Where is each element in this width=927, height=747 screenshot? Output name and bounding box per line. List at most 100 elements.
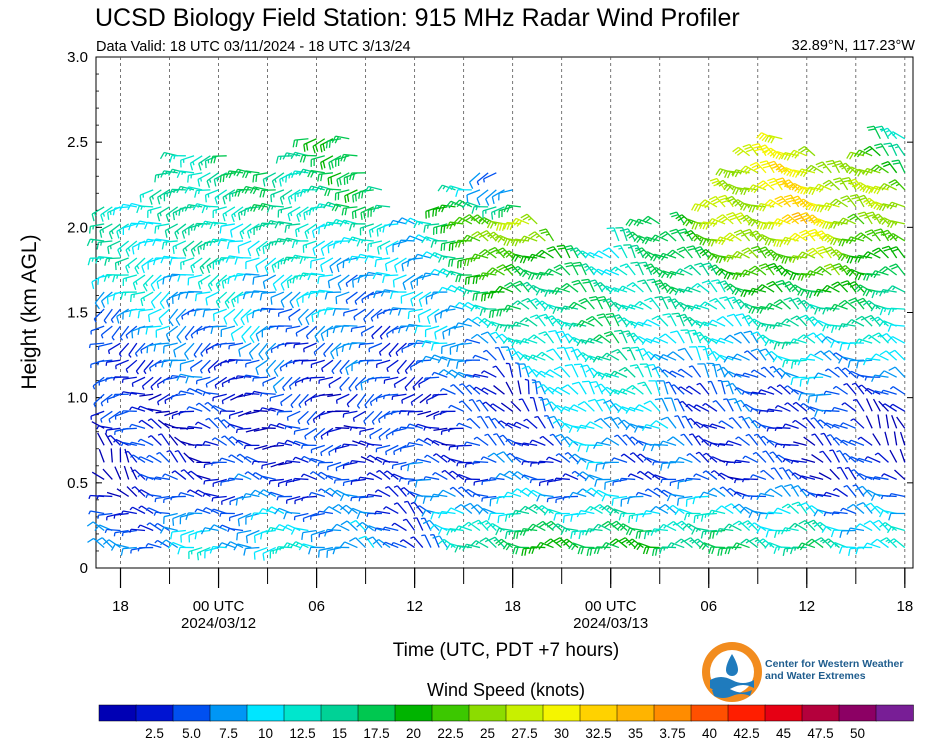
wind-barb-feather (821, 284, 828, 292)
wind-barb-half-feather (513, 442, 516, 447)
wind-barb (98, 240, 113, 244)
wind-barb-feather (807, 395, 810, 404)
wind-barb-half-feather (194, 444, 198, 449)
wind-barb-feather (437, 369, 445, 375)
wind-barb-half-feather (750, 496, 753, 500)
wind-barb (253, 460, 268, 464)
wind-barb-feather (328, 162, 332, 170)
wind-barb-feather (751, 232, 759, 238)
wind-barb (359, 427, 374, 432)
wind-barb-half-feather (784, 402, 788, 406)
wind-barb-feather (554, 288, 560, 296)
wind-barb-feather (295, 229, 298, 238)
wind-barb-half-feather (456, 462, 459, 467)
wind-barb-feather (823, 246, 832, 251)
wind-barb (743, 478, 758, 481)
wind-barb-feather (637, 279, 645, 283)
wind-barb-half-feather (288, 385, 292, 390)
wind-barb (213, 206, 227, 212)
wind-barb-feather (364, 186, 369, 194)
wind-barb-half-feather (618, 247, 623, 250)
wind-barb-half-feather (747, 204, 751, 209)
wind-barb-feather (331, 523, 338, 531)
wind-barb-feather (654, 295, 662, 299)
wind-barb (768, 511, 783, 515)
wind-barb (253, 376, 268, 379)
wind-barb-feather (527, 489, 534, 497)
wind-barb (90, 410, 105, 417)
wind-barb-half-feather (301, 497, 304, 502)
wind-barb-feather (833, 177, 841, 181)
wind-barb-feather (249, 336, 255, 344)
wind-barb (425, 426, 440, 429)
wind-barb-half-feather (200, 353, 204, 357)
wind-barb (466, 338, 481, 344)
wind-barb-feather (633, 218, 639, 226)
wind-barb-half-feather (137, 456, 141, 460)
wind-barb-feather (667, 520, 674, 527)
wind-barb-half-feather (439, 388, 444, 392)
wind-barb-half-feather (695, 528, 699, 533)
wind-barb-feather (501, 223, 506, 231)
wind-barb-feather (762, 165, 771, 169)
wind-barb (174, 436, 187, 446)
wind-barb (613, 227, 620, 242)
wind-barb-feather (691, 203, 696, 211)
wind-barb-feather (464, 236, 471, 243)
wind-barb-feather (584, 421, 591, 428)
wind-barb-half-feather (510, 239, 514, 244)
wind-barb-feather (255, 174, 258, 183)
wind-barb-feather (781, 256, 786, 264)
wind-barb-feather (471, 231, 479, 237)
wind-barb-feather (593, 503, 601, 510)
wind-barb-feather (630, 244, 638, 248)
wind-barb-feather (791, 501, 799, 506)
wind-barb-half-feather (156, 384, 160, 389)
wind-barb-feather (552, 306, 557, 315)
wind-barb-feather (650, 528, 655, 536)
wind-barb-feather (194, 190, 198, 198)
wind-barb-feather (511, 351, 519, 357)
wind-barb (661, 398, 669, 412)
wind-barb-feather (432, 535, 440, 539)
wind-barb-half-feather (733, 491, 737, 496)
wind-barb-feather (430, 512, 434, 520)
wind-barb (229, 342, 244, 347)
wind-barb-feather (726, 296, 735, 300)
wind-barb-half-feather (153, 511, 157, 516)
wind-barb-feather (641, 338, 648, 345)
wind-barb-half-feather (834, 543, 838, 547)
wind-barb-half-feather (688, 318, 693, 322)
wind-barb-half-feather (766, 427, 769, 432)
wind-barb-feather (201, 205, 206, 214)
wind-barb (343, 206, 358, 209)
wind-barb (649, 400, 661, 412)
wind-barb-feather (498, 266, 506, 271)
wind-barb-feather (585, 444, 590, 453)
wind-barb (518, 363, 522, 378)
wind-barb-feather (751, 143, 760, 147)
wind-barb (253, 512, 268, 515)
wind-barb-half-feather (371, 228, 374, 233)
wind-barb (401, 393, 415, 401)
wind-barb-feather (806, 247, 814, 253)
wind-barb-half-feather (741, 391, 745, 396)
wind-barb-feather (421, 272, 426, 281)
wind-barb-feather (473, 216, 481, 222)
wind-barb (508, 363, 514, 378)
wind-barb (410, 393, 424, 403)
wind-barb-feather (322, 143, 326, 152)
wind-barb (103, 308, 113, 321)
wind-barb-feather (708, 546, 712, 555)
wind-barb (378, 469, 391, 480)
wind-barb-half-feather (844, 466, 849, 470)
wind-barb (286, 511, 301, 515)
wind-barb-half-feather (227, 423, 231, 428)
wind-barb-feather (790, 361, 794, 369)
wind-barb-feather (669, 228, 677, 233)
wind-barb-feather (515, 282, 523, 287)
wind-barb (765, 450, 775, 463)
wind-barb (312, 240, 326, 250)
wind-barb-feather (587, 398, 596, 403)
wind-barb-feather (498, 223, 503, 231)
